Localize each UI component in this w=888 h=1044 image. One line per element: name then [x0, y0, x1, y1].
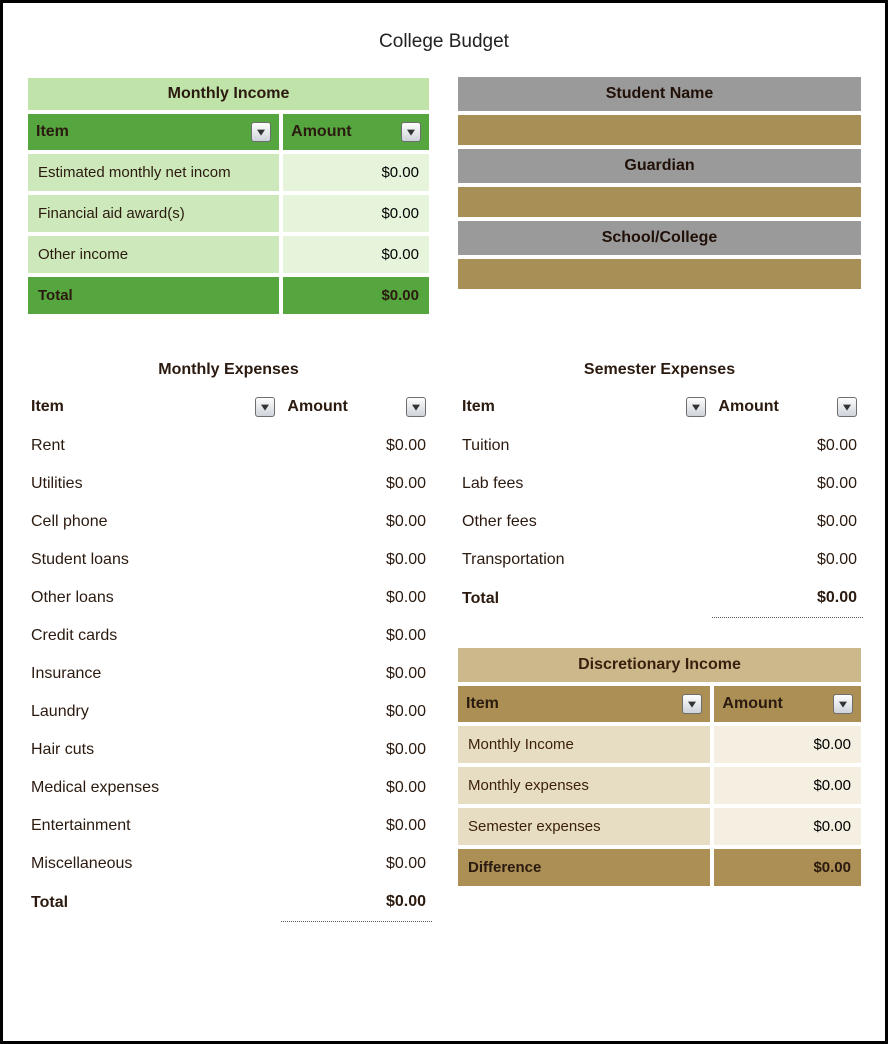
semester-item: Tuition [456, 427, 712, 465]
monthly-expenses-table: Item Amount Rent$0.00 Utilities$0.00 Cel… [25, 393, 432, 922]
col-amount-label: Amount [291, 123, 351, 141]
filter-dropdown-icon[interactable] [837, 397, 857, 417]
guardian-label: Guardian [456, 147, 863, 185]
info-section: Student Name Guardian School/College [456, 75, 863, 317]
discretionary-amount: $0.00 [712, 724, 863, 765]
discretionary-item: Monthly Income [456, 724, 712, 765]
filter-dropdown-icon[interactable] [833, 694, 853, 714]
expense-item: Entertainment [25, 807, 281, 845]
income-item: Estimated monthly net incom [26, 152, 281, 193]
filter-dropdown-icon[interactable] [406, 397, 426, 417]
expense-item: Medical expenses [25, 769, 281, 807]
expense-amount[interactable]: $0.00 [281, 541, 432, 579]
discretionary-heading: Discretionary Income [456, 646, 863, 684]
discretionary-item: Semester expenses [456, 806, 712, 847]
income-item: Financial aid award(s) [26, 193, 281, 234]
filter-dropdown-icon[interactable] [251, 122, 271, 142]
info-table: Student Name Guardian School/College [456, 75, 863, 291]
expense-item: Cell phone [25, 503, 281, 541]
col-item-label: Item [31, 398, 64, 416]
expense-item: Miscellaneous [25, 845, 281, 883]
expense-item: Rent [25, 427, 281, 465]
student-name-label: Student Name [456, 75, 863, 113]
col-amount-label: Amount [722, 695, 782, 713]
col-amount-label: Amount [287, 398, 347, 416]
income-col-amount: Amount [281, 112, 431, 152]
filter-dropdown-icon[interactable] [255, 397, 275, 417]
monthly-income-section: Monthly Income Item Amount [25, 75, 432, 317]
semester-expenses-total-amount: $0.00 [712, 579, 863, 618]
filter-dropdown-icon[interactable] [686, 397, 706, 417]
semester-amount[interactable]: $0.00 [712, 541, 863, 579]
col-item-label: Item [36, 123, 69, 141]
expense-amount[interactable]: $0.00 [281, 693, 432, 731]
expense-item: Utilities [25, 465, 281, 503]
semester-expenses-heading: Semester Expenses [456, 351, 863, 393]
income-total-label: Total [26, 275, 281, 316]
income-amount[interactable]: $0.00 [281, 193, 431, 234]
semester-expenses-table: Item Amount Tuition$0.00 Lab fees$0.00 O… [456, 393, 863, 618]
filter-dropdown-icon[interactable] [682, 694, 702, 714]
expense-item: Other loans [25, 579, 281, 617]
monthly-income-table: Monthly Income Item Amount [25, 75, 432, 317]
page: College Budget Monthly Income Item Amoun… [0, 0, 888, 1044]
school-label: School/College [456, 219, 863, 257]
semester-amount[interactable]: $0.00 [712, 427, 863, 465]
col-amount-label: Amount [718, 398, 778, 416]
semester-item: Transportation [456, 541, 712, 579]
filter-dropdown-icon[interactable] [401, 122, 421, 142]
semester-amount[interactable]: $0.00 [712, 503, 863, 541]
monthly-income-heading: Monthly Income [26, 76, 431, 112]
income-amount[interactable]: $0.00 [281, 152, 431, 193]
page-title: College Budget [25, 31, 863, 53]
expense-amount[interactable]: $0.00 [281, 617, 432, 655]
expense-item: Insurance [25, 655, 281, 693]
student-name-field[interactable] [456, 113, 863, 147]
bottom-row: Monthly Expenses Item Amount Rent$0.00 U… [25, 351, 863, 922]
top-row: Monthly Income Item Amount [25, 75, 863, 317]
right-column: Semester Expenses Item Amount Tuition$0.… [456, 351, 863, 922]
semester-item: Lab fees [456, 465, 712, 503]
expense-amount[interactable]: $0.00 [281, 465, 432, 503]
expense-amount[interactable]: $0.00 [281, 769, 432, 807]
expense-item: Hair cuts [25, 731, 281, 769]
monthly-expenses-total-label: Total [25, 883, 281, 922]
difference-label: Difference [456, 847, 712, 888]
monthly-expenses-total-amount: $0.00 [281, 883, 432, 922]
discretionary-table: Discretionary Income Item Amount Monthly… [456, 646, 863, 888]
income-amount[interactable]: $0.00 [281, 234, 431, 275]
income-col-item: Item [26, 112, 281, 152]
monthly-expenses-heading: Monthly Expenses [25, 351, 432, 393]
expense-item: Laundry [25, 693, 281, 731]
expense-item: Credit cards [25, 617, 281, 655]
discretionary-item: Monthly expenses [456, 765, 712, 806]
expense-amount[interactable]: $0.00 [281, 807, 432, 845]
school-field[interactable] [456, 257, 863, 291]
semester-item: Other fees [456, 503, 712, 541]
monthly-expenses-section: Monthly Expenses Item Amount Rent$0.00 U… [25, 351, 432, 922]
semester-amount[interactable]: $0.00 [712, 465, 863, 503]
col-item-label: Item [462, 398, 495, 416]
income-total-amount: $0.00 [281, 275, 431, 316]
expense-amount[interactable]: $0.00 [281, 503, 432, 541]
discretionary-amount: $0.00 [712, 765, 863, 806]
discretionary-amount: $0.00 [712, 806, 863, 847]
difference-amount: $0.00 [712, 847, 863, 888]
expense-amount[interactable]: $0.00 [281, 655, 432, 693]
expense-amount[interactable]: $0.00 [281, 731, 432, 769]
income-item: Other income [26, 234, 281, 275]
discretionary-section: Discretionary Income Item Amount Monthly… [456, 646, 863, 888]
col-item-label: Item [466, 695, 499, 713]
guardian-field[interactable] [456, 185, 863, 219]
expense-item: Student loans [25, 541, 281, 579]
expense-amount[interactable]: $0.00 [281, 579, 432, 617]
expense-amount[interactable]: $0.00 [281, 845, 432, 883]
expense-amount[interactable]: $0.00 [281, 427, 432, 465]
semester-expenses-total-label: Total [456, 579, 712, 618]
